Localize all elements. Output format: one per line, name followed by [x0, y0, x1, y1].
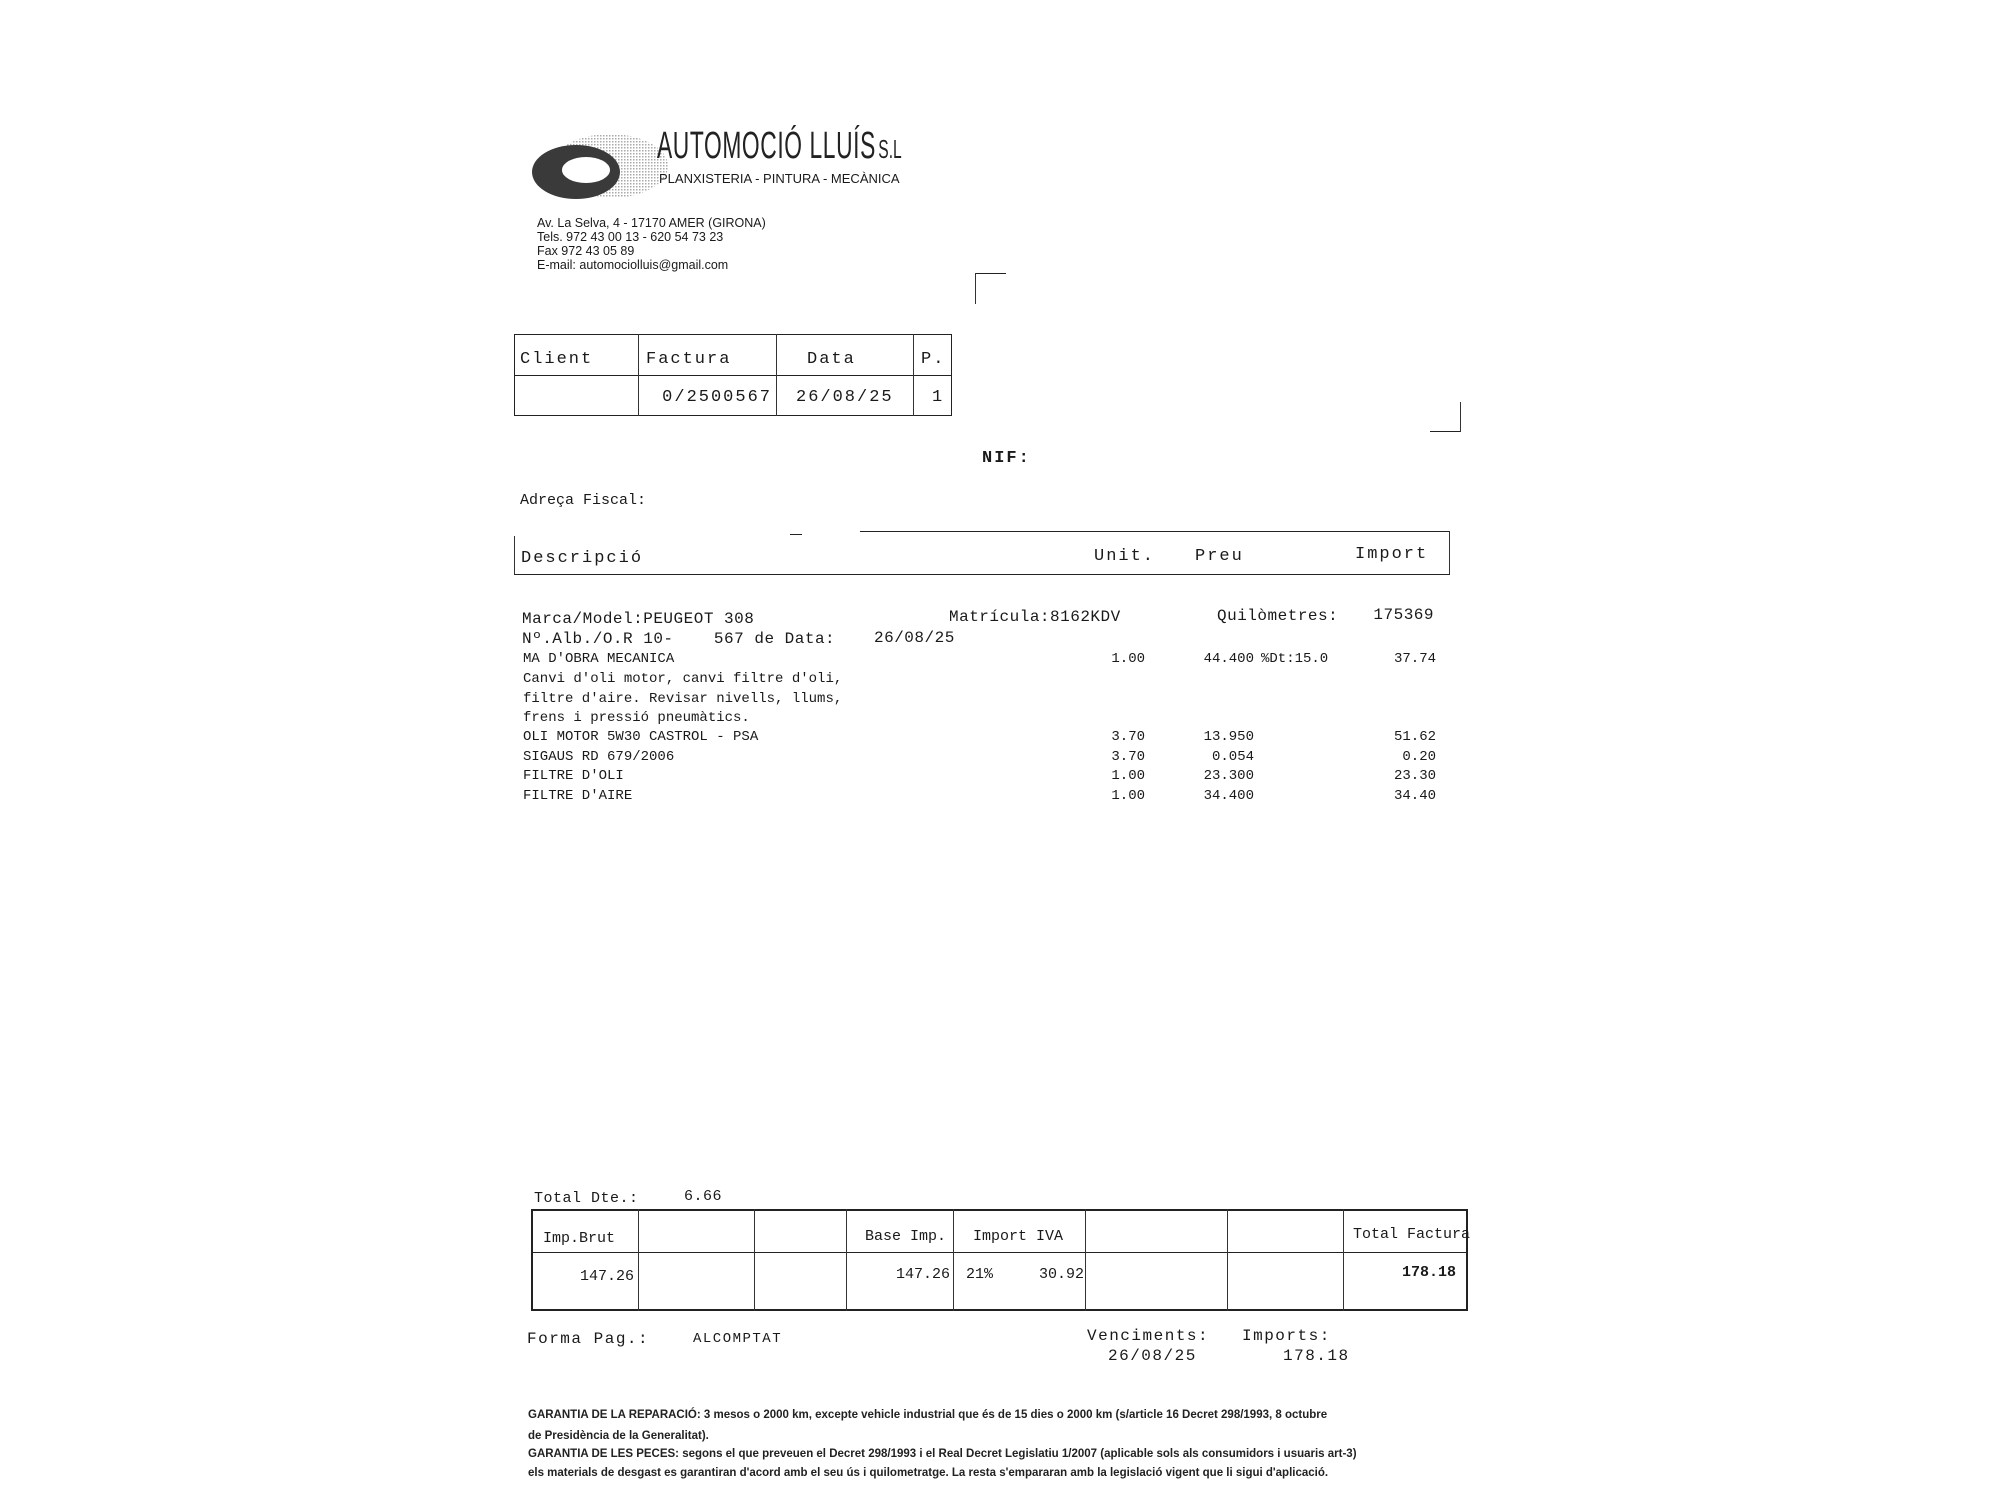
base-value: 147.26 — [895, 1266, 950, 1283]
divider — [846, 1209, 847, 1311]
divider — [638, 334, 639, 416]
line-amount: 37.74 — [1393, 651, 1436, 667]
fiscal-address-label: Adreça Fiscal: — [520, 492, 647, 509]
page-label: P. — [921, 350, 946, 369]
line-discount: %Dt:15.0 — [1261, 651, 1329, 667]
total-discount: 6.66 — [684, 1188, 723, 1205]
base-label: Base Imp. — [865, 1228, 947, 1245]
warranty-text-line: de Presidència de la Generalitat). — [528, 1430, 709, 1442]
vat-label: Import IVA — [973, 1228, 1064, 1245]
due-date: 26/08/25 — [1108, 1347, 1197, 1365]
due-label: Venciments: — [1087, 1327, 1210, 1345]
divider — [1343, 1209, 1344, 1311]
line-unit: 3.70 — [1111, 749, 1145, 765]
payment-method-label: Forma Pag.: — [527, 1330, 650, 1348]
divider — [776, 334, 777, 416]
invoice-date: 26/08/25 — [796, 388, 894, 407]
gross-label: Imp.Brut — [543, 1230, 616, 1247]
line-description: Canvi d'oli motor, canvi filtre d'oli, — [523, 671, 843, 687]
line-unit: 1.00 — [1111, 788, 1145, 804]
total-label: Total Factura — [1353, 1226, 1471, 1243]
line-unit: 1.00 — [1111, 651, 1145, 667]
company-name: AUTOMOCIÓ LLUÍS — [657, 125, 876, 167]
order-reference: Nº.Alb./O.R 10- 567 de Data: — [522, 630, 836, 648]
line-price: 34.400 — [1203, 788, 1254, 804]
divider — [531, 1252, 1468, 1253]
line-description: OLI MOTOR 5W30 CASTROL - PSA — [523, 729, 759, 745]
company-phones: Tels. 972 43 00 13 - 620 54 73 23 — [537, 230, 724, 244]
divider — [860, 531, 1449, 532]
company-address: Av. La Selva, 4 - 17170 AMER (GIRONA) — [537, 216, 766, 230]
divider — [514, 375, 952, 376]
line-description: frens i pressió pneumàtics. — [523, 710, 750, 726]
company-fax: Fax 972 43 05 89 — [537, 244, 635, 258]
invoice-number-label: Factura — [646, 350, 732, 369]
line-description: FILTRE D'AIRE — [523, 788, 633, 804]
warranty-text-line: GARANTIA DE LES PECES: segons el que pre… — [528, 1448, 1357, 1460]
line-description: filtre d'aire. Revisar nivells, llums, — [523, 691, 843, 707]
line-unit: 1.00 — [1111, 768, 1145, 784]
line-price: 0.054 — [1211, 749, 1254, 765]
line-unit: 3.70 — [1111, 729, 1145, 745]
divider — [913, 334, 914, 416]
company-suffix: S.L — [878, 134, 902, 164]
totals-box — [531, 1209, 1468, 1311]
nif-label: NIF: — [982, 449, 1031, 468]
payment-method: ALCOMPTAT — [693, 1331, 783, 1347]
vat-rate: 21% — [966, 1266, 994, 1283]
company-name-block: AUTOMOCIÓ LLUÍSS.L — [657, 124, 902, 176]
corner-mark-top-vertical — [975, 273, 976, 304]
line-price: 13.950 — [1203, 729, 1254, 745]
corner-mark-bottom-vertical — [1460, 402, 1461, 432]
column-price: Preu — [1195, 547, 1244, 566]
corner-mark-top — [975, 273, 1006, 274]
column-amount: Import — [1355, 545, 1429, 564]
line-price: 44.400 — [1203, 651, 1254, 667]
divider — [1227, 1209, 1228, 1311]
line-amount: 34.40 — [1393, 788, 1436, 804]
company-contact: Av. La Selva, 4 - 17170 AMER (GIRONA) Te… — [537, 216, 766, 272]
page-number: 1 — [932, 388, 945, 407]
line-description: FILTRE D'OLI — [523, 768, 624, 784]
line-price: 23.300 — [1203, 768, 1254, 784]
line-amount: 51.62 — [1393, 729, 1436, 745]
warranty-text-line: els materials de desgast es garantiran d… — [528, 1467, 1329, 1479]
km-value: 175369 — [1373, 606, 1434, 624]
divider — [754, 1209, 755, 1311]
line-description: SIGAUS RD 679/2006 — [523, 749, 675, 765]
total-discount-label: Total Dte.: — [534, 1190, 639, 1207]
divider — [514, 574, 1450, 575]
divider — [953, 1209, 954, 1311]
corner-mark-bottom — [1430, 431, 1460, 432]
date-label: Data — [807, 350, 856, 369]
company-email: E-mail: automociolluis@gmail.com — [537, 258, 729, 272]
gross-value: 147.26 — [579, 1268, 634, 1285]
divider — [1085, 1209, 1086, 1311]
divider — [638, 1209, 639, 1311]
due-amount: 178.18 — [1283, 1347, 1350, 1365]
line-description: MA D'OBRA MECANICA — [523, 651, 675, 667]
line-amount: 0.20 — [1402, 749, 1436, 765]
divider — [790, 534, 802, 535]
amounts-label: Imports: — [1242, 1327, 1331, 1345]
logo-ellipse-icon — [532, 134, 668, 199]
client-label: Client — [520, 350, 594, 369]
company-tagline: PLANXISTERIA - PINTURA - MECÀNICA — [659, 171, 900, 186]
km-label: Quilòmetres: — [1217, 607, 1339, 625]
order-date: 26/08/25 — [874, 629, 955, 647]
column-description: Descripció — [521, 549, 644, 568]
divider — [514, 536, 515, 574]
invoice-number: 0/2500567 — [662, 388, 772, 407]
warranty-text-line: GARANTIA DE LA REPARACIÓ: 3 mesos o 2000… — [528, 1409, 1328, 1421]
vehicle-plate: Matrícula:8162KDV — [949, 608, 1121, 626]
column-unit: Unit. — [1094, 547, 1156, 566]
invoice-total: 178.18 — [1401, 1264, 1456, 1281]
divider — [1449, 531, 1450, 574]
vat-value: 30.92 — [1038, 1266, 1084, 1283]
line-amount: 23.30 — [1393, 768, 1436, 784]
vehicle-model: Marca/Model:PEUGEOT 308 — [522, 610, 755, 628]
